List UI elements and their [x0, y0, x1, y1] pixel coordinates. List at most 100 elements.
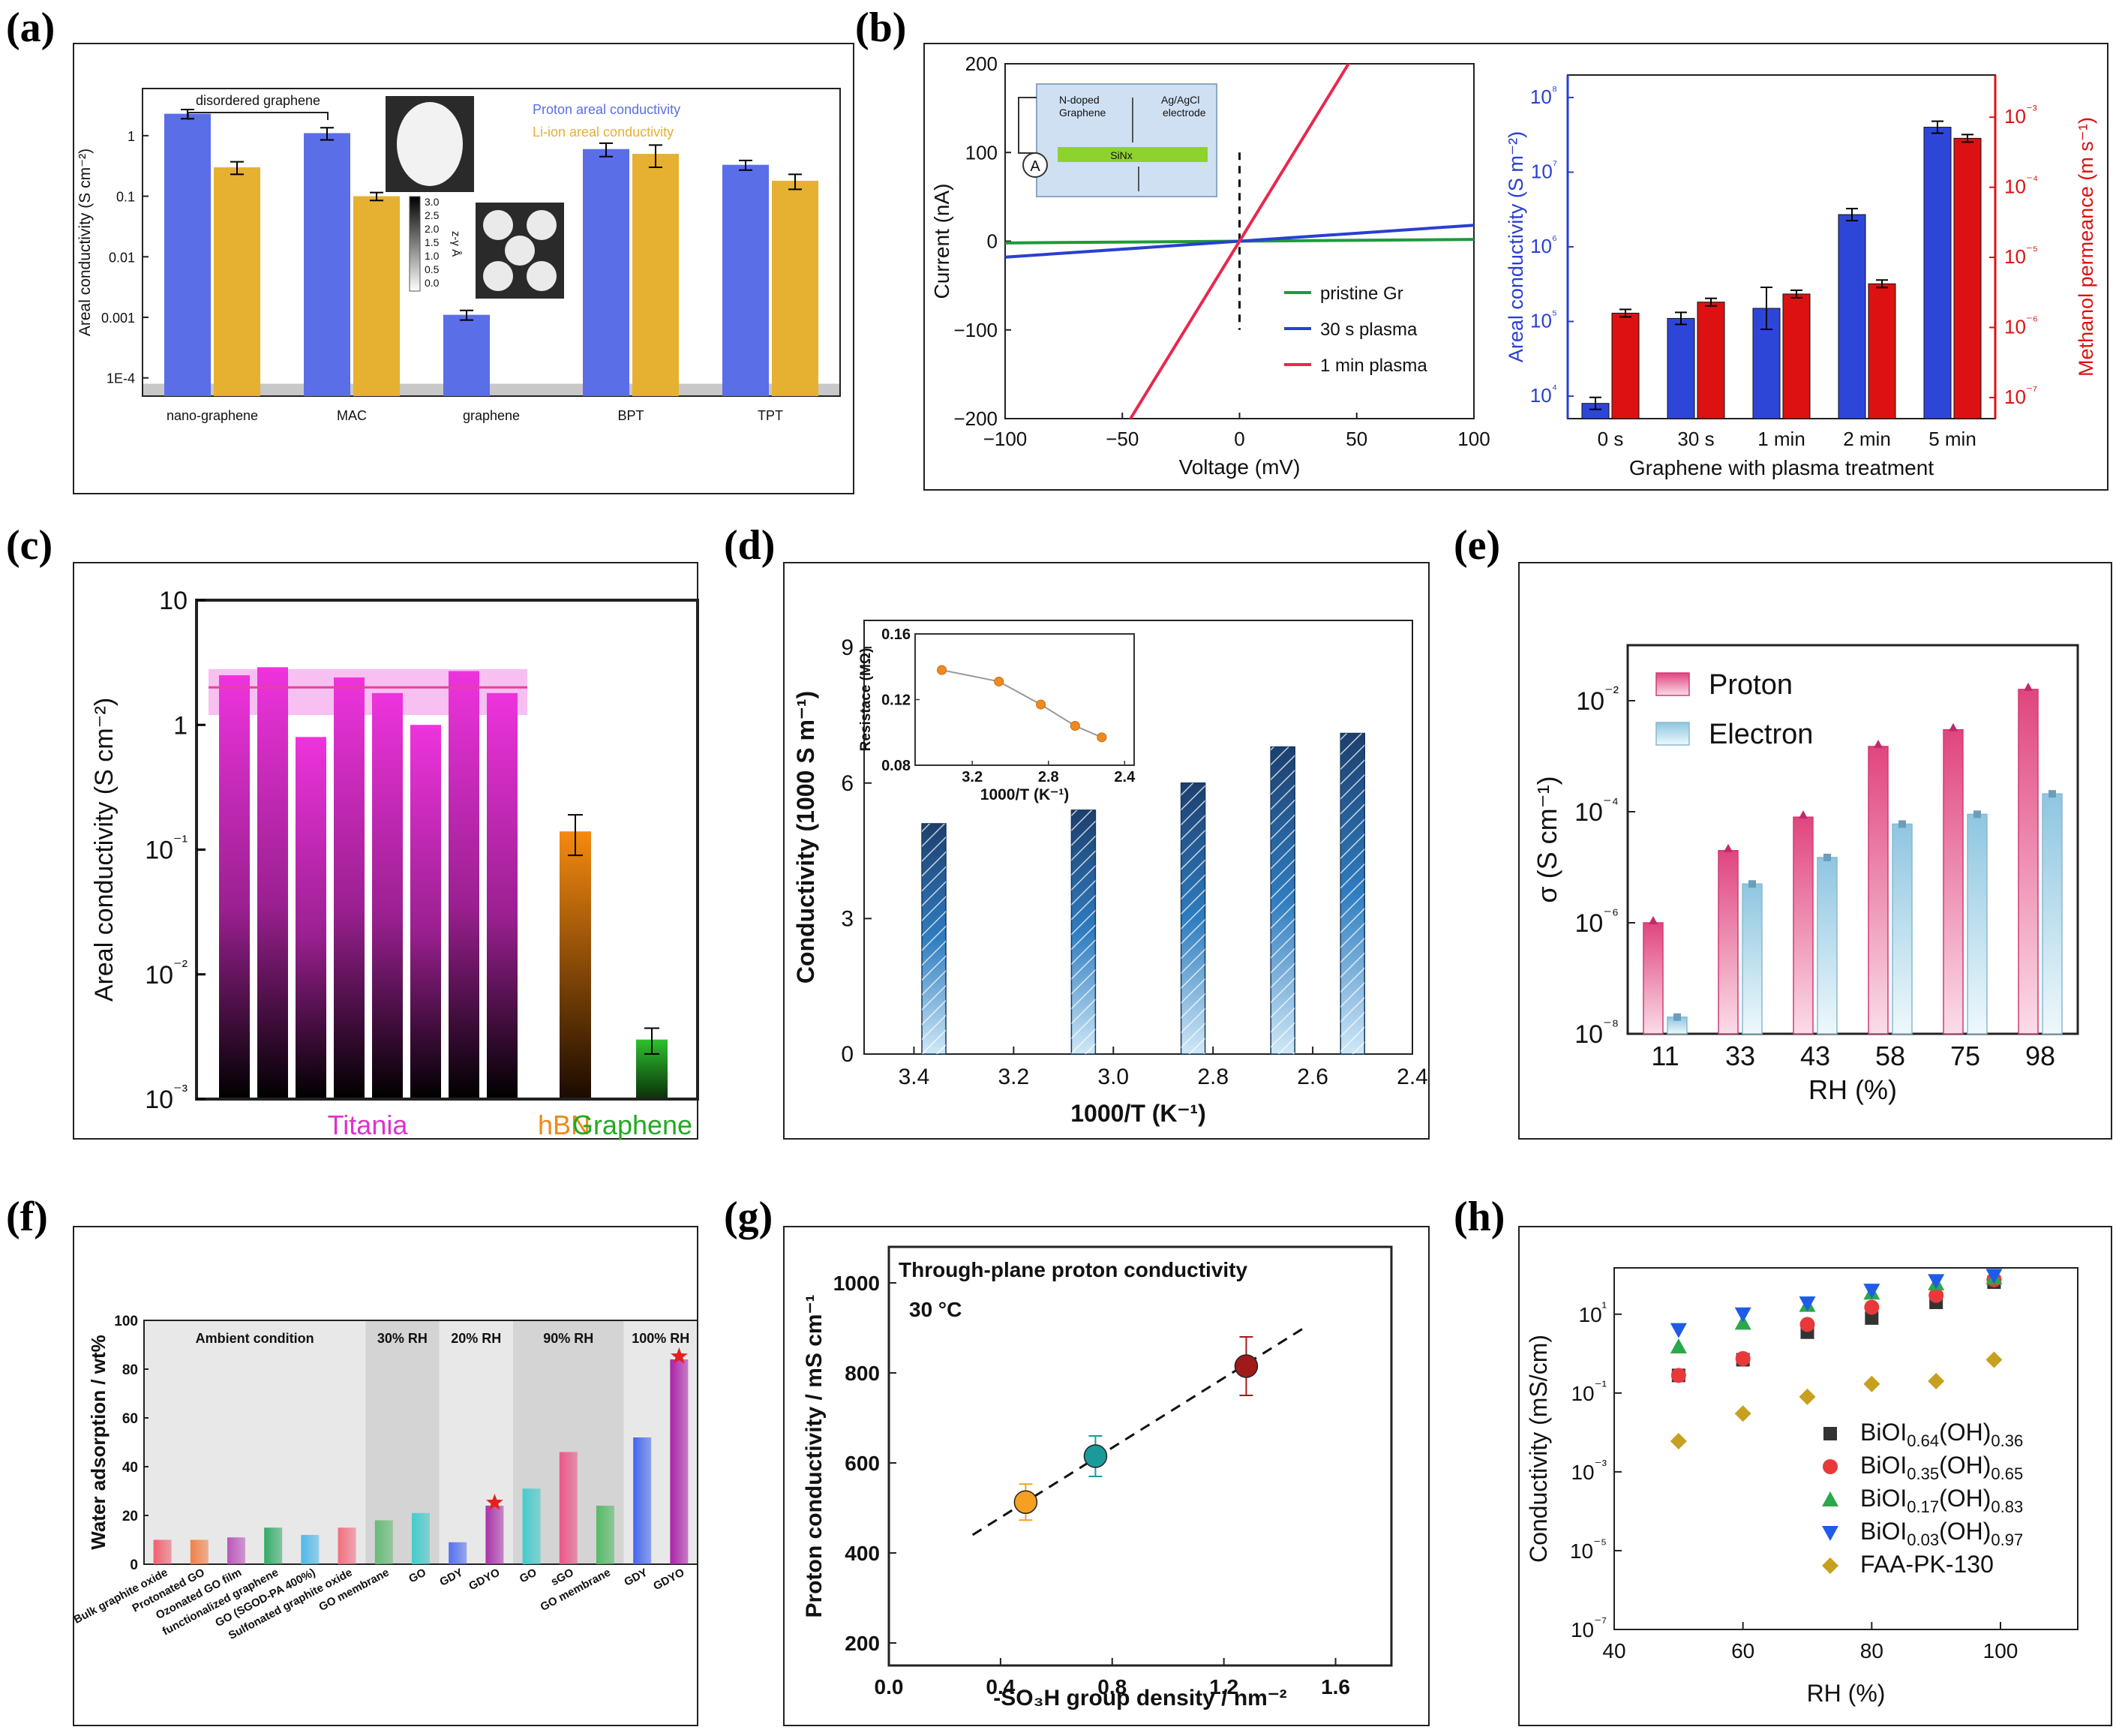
data-point: [1799, 1296, 1816, 1312]
error-bar: [1619, 308, 1631, 318]
bar-marker: [1799, 810, 1808, 819]
bar: [670, 1359, 689, 1564]
x-tick-label: 2.6: [1297, 1065, 1328, 1089]
inset-label: SiNx: [1110, 149, 1133, 161]
legend-text: BiOI: [1860, 1485, 1907, 1512]
y-tick-label: 100: [965, 141, 998, 164]
inset-y-tick-label: 0.12: [881, 692, 911, 709]
tick-base: 10: [2004, 386, 2026, 408]
x-tick-label: 58: [1875, 1041, 1905, 1071]
legend-subscript: 0.36: [1991, 1431, 2023, 1450]
panel-label: (h): [1454, 1194, 1505, 1240]
y-tick-label: 60: [122, 1411, 138, 1427]
bar: [559, 1452, 578, 1564]
group-label-graphene: Graphene: [572, 1110, 692, 1140]
y-tick-label: 0.1: [116, 190, 135, 205]
inset-point: [1036, 699, 1046, 710]
legend-li-ion: Li-ion areal conductivity: [533, 125, 674, 140]
bar-conductivity: [1838, 214, 1866, 419]
tick-exponent: ⁻²: [1604, 683, 1619, 701]
tick-exponent: ⁻¹: [1595, 1379, 1607, 1395]
y-tick-label: 10⁻⁴: [1574, 794, 1619, 827]
error-bar: [1961, 134, 1973, 143]
bar-marker: [2048, 790, 2056, 798]
chart-d: 3.4 3.2 3.0 2.8 2.6 2.4 0 3 6 9 1000/T (K⁻¹) Conduc…: [792, 620, 1428, 1127]
y-tick-label-right: 10⁻⁷: [2004, 383, 2037, 408]
inset-graphene-band: [1058, 147, 1208, 162]
data-point: [1865, 1311, 1879, 1325]
error-bar: [1589, 396, 1601, 410]
bar-hatch: [922, 823, 947, 1054]
tick-exponent: ⁻⁷: [2026, 383, 2037, 398]
legend-subscript: 0.17: [1907, 1497, 1939, 1516]
x-tick-label: 5 min: [1928, 428, 1976, 450]
legend-text: (OH): [1939, 1419, 1991, 1446]
y-tick-label: 10⁻²: [1576, 683, 1619, 716]
y-tick-label: 0.001: [101, 311, 135, 326]
bar: [190, 1539, 209, 1564]
bar-proton: [164, 113, 211, 397]
bar-hbn: [560, 831, 591, 1099]
y-tick-label: −200: [953, 407, 998, 430]
legend-marker: [1822, 1557, 1838, 1574]
error-bar: [1931, 120, 1943, 134]
error-bar: [460, 309, 473, 321]
y-axis-label: Conductivity (mS/cm): [1525, 1335, 1552, 1563]
inset-blob: [483, 261, 513, 291]
chart-b-bars: 10⁴10⁵10⁶10⁷10⁸10⁻⁷10⁻⁶10⁻⁵10⁻⁴10⁻³Areal…: [1505, 74, 2097, 479]
x-axis-label: Voltage (mV): [1179, 455, 1301, 479]
bar: [301, 1535, 320, 1564]
x-axis-label: RH (%): [1808, 1074, 1897, 1105]
bar-electron: [1742, 883, 1763, 1035]
inset-blob: [527, 210, 557, 240]
y-tick-label: 10⁻³: [145, 1081, 188, 1114]
colorbar-tick: 2.0: [425, 223, 440, 235]
data-point: [1985, 1269, 2003, 1284]
bar-proton: [1643, 922, 1664, 1035]
y-tick-label: 3: [841, 906, 854, 931]
legend-label: Electron: [1709, 719, 1813, 750]
colorbar-tick: 1.0: [425, 250, 440, 262]
data-point: [1799, 1388, 1816, 1405]
legend-subscript: 0.64: [1907, 1431, 1939, 1450]
bar-proton: [583, 149, 629, 396]
bar-hatch: [1271, 746, 1295, 1054]
bar-li-ion: [214, 167, 260, 397]
y-tick-label: 600: [845, 1452, 880, 1475]
colorbar: 3.02.5 2.01.5 1.00.5 0.0 z-γ Å: [409, 196, 462, 292]
bar-proton: [2018, 689, 2039, 1035]
x-tick-label: 1.6: [1321, 1675, 1350, 1698]
chart-annotation: 30 °C: [909, 1298, 962, 1321]
y-tick-label: 0: [987, 230, 998, 253]
y-axis-label-right: Methanol permeance (m s⁻¹): [2075, 117, 2097, 377]
y-tick-label: 400: [845, 1542, 880, 1565]
tick-base: 10: [145, 1086, 173, 1114]
y-tick-label-left: 10⁷: [1531, 158, 1557, 182]
tick-base: 10: [145, 961, 173, 990]
y-tick-label: 0.01: [109, 250, 135, 265]
data-point: [1799, 1317, 1815, 1332]
y-tick-label: 1: [128, 129, 135, 144]
inset-x-label: 1000/T (K⁻¹): [980, 786, 1069, 803]
tick-base: 10: [1570, 1539, 1593, 1563]
legend-marker: [1823, 1459, 1838, 1474]
region-label: 90% RH: [543, 1331, 593, 1346]
bar-marker: [1823, 853, 1831, 861]
inset-image-top: [386, 96, 474, 192]
legend-proton: Proton areal conductivity: [533, 102, 680, 117]
bar: [264, 1527, 283, 1564]
data-point: [1670, 1368, 1686, 1383]
error-bar: [568, 814, 583, 857]
y-tick-label: 10⁻³: [1571, 1458, 1607, 1484]
bar-titania: [410, 725, 441, 1099]
x-tick-label: nano-graphene: [167, 408, 258, 423]
y-tick-label: 10⁻⁶: [1575, 905, 1619, 938]
error-bar: [644, 1027, 659, 1055]
data-point: [1735, 1350, 1751, 1366]
legend-text: BiOI: [1860, 1452, 1907, 1479]
error-bar: [1790, 289, 1802, 299]
x-tick-label: GO membrane: [539, 1566, 613, 1614]
y-axis-label: Areal conductivity (S cm⁻²): [90, 698, 119, 1002]
